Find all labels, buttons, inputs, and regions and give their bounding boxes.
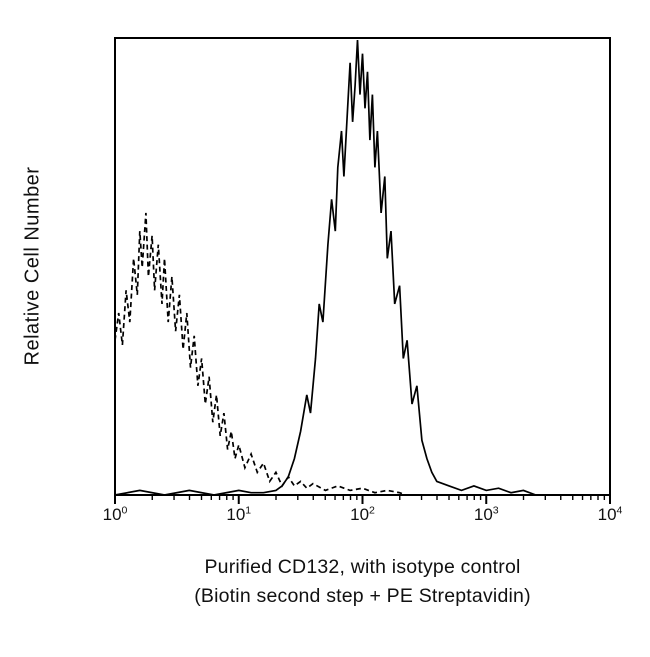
x-tick-label-10e2: 102	[350, 504, 375, 524]
plot-border	[114, 37, 611, 496]
caption-line-1: Purified CD132, with isotype control	[204, 556, 521, 578]
y-axis-label: Relative Cell Number	[21, 166, 44, 366]
x-tick-label-10e3: 103	[473, 504, 499, 524]
x-axis-caption: Purified CD132, with isotype control (Bi…	[80, 553, 645, 611]
x-tick-label-10e4: 104	[597, 504, 623, 524]
x-tick-label-10e1: 101	[226, 504, 252, 524]
cd132-trace	[114, 39, 537, 496]
caption-line-2: (Biotin second step + PE Streptavidin)	[194, 585, 531, 607]
x-tick-label-10e0: 100	[102, 504, 128, 524]
isotype-control-trace	[114, 212, 407, 496]
